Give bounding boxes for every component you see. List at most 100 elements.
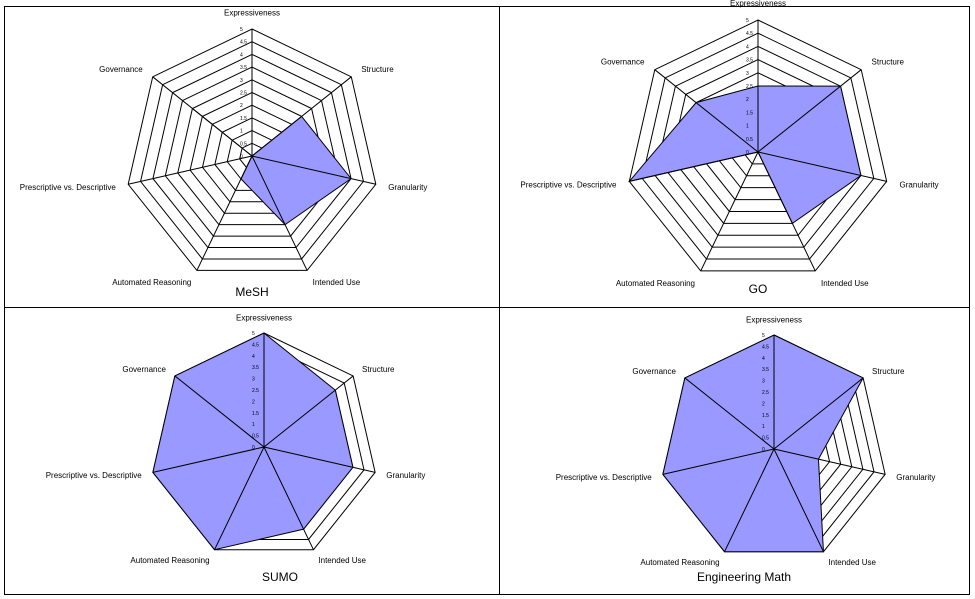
axis-spoke (251, 76, 352, 157)
radar-chart-4: 0 0.5 1 1.5 2 2.5 3 3.5 4 4.5 5 Expressiveness Struc… (556, 316, 936, 584)
axis-spoke (263, 446, 376, 473)
tick-label: 4.5 (240, 40, 247, 46)
tick-label: 4 (746, 44, 749, 50)
axis-label: Governance (99, 65, 143, 74)
axis-spoke (251, 155, 308, 271)
grid-ring (152, 53, 352, 249)
tick-label: 2 (762, 401, 765, 407)
horizontal-divider (5, 307, 969, 308)
axis-spoke (128, 155, 253, 185)
axis-spoke (662, 448, 775, 475)
axis-spoke (152, 76, 253, 157)
axis-spoke (724, 448, 775, 552)
tick-label: 1 (746, 124, 749, 130)
radar-chart-3: 0 0.5 1 1.5 2 2.5 3 3.5 4 4.5 5 Expressiveness Struc… (46, 314, 426, 584)
axis-label: Expressiveness (730, 0, 786, 8)
tick-label: 1.5 (762, 413, 769, 419)
axis-label: Intended Use (821, 279, 869, 288)
grid-ring (177, 79, 327, 226)
axis-label: Intended Use (318, 556, 366, 565)
axis-spoke (152, 446, 265, 473)
axis-spoke (174, 375, 265, 448)
tick-label: 0 (252, 445, 255, 451)
axis-label: Intended Use (828, 558, 876, 567)
tick-label: 4 (762, 356, 765, 362)
tick-label: 1 (762, 424, 765, 430)
axis-spoke (700, 151, 759, 272)
axis-spoke (757, 69, 862, 153)
tick-label: 0.5 (240, 141, 247, 147)
radar-chart-1: 0 0.5 1 1.5 2 2.5 3 3.5 4 4.5 5 Expressiveness Struc… (20, 8, 428, 299)
axis-label: Automated Reasoning (640, 558, 719, 567)
axis-spoke (773, 377, 864, 450)
tick-label: 3 (762, 379, 765, 385)
tick-label: 5 (240, 27, 243, 33)
axis-spoke (263, 446, 314, 550)
tick-label: 4.5 (762, 344, 769, 350)
chart-title: GO (749, 282, 768, 296)
axis-spoke (757, 151, 887, 182)
tick-label: 2.5 (252, 388, 259, 394)
axis-label: Intended Use (313, 278, 361, 287)
axis-label: Automated Reasoning (112, 278, 191, 287)
tick-label: 2 (746, 97, 749, 103)
tick-label: 0.5 (746, 137, 753, 143)
chart-title: MeSH (235, 285, 268, 299)
axis-label: Prescriptive vs. Descriptive (520, 180, 617, 189)
tick-label: 0 (762, 447, 765, 453)
tick-label: 3.5 (762, 367, 769, 373)
tick-label: 4 (240, 52, 243, 58)
chart-title: SUMO (262, 570, 298, 584)
tick-label: 3.5 (240, 65, 247, 71)
tick-label: 0.5 (762, 436, 769, 442)
tick-label: 1 (252, 422, 255, 428)
axis-label: Granularity (386, 471, 425, 480)
axis-spoke (263, 375, 354, 448)
axis-label: Prescriptive vs. Descriptive (20, 183, 117, 192)
axis-spoke (684, 377, 775, 450)
axis-label: Expressiveness (746, 316, 802, 325)
axis-spoke (757, 151, 816, 272)
tick-label: 1.5 (252, 411, 259, 417)
tick-label: 5 (746, 18, 749, 24)
axis-label: Governance (601, 57, 645, 66)
data-polygon (662, 334, 864, 553)
chart-grid (4, 6, 970, 595)
axis-label: Expressiveness (224, 8, 280, 17)
tick-label: 4.5 (746, 31, 753, 37)
axis-label: Prescriptive vs. Descriptive (556, 473, 653, 482)
tick-label: 3 (746, 71, 749, 77)
axis-label: Structure (361, 65, 394, 74)
tick-label: 3 (252, 377, 255, 383)
tick-label: 2 (252, 399, 255, 405)
axis-label: Automated Reasoning (616, 279, 695, 288)
axis-label: Expressiveness (236, 314, 292, 323)
axis-label: Governance (122, 365, 166, 374)
grid-ring (164, 66, 340, 237)
tick-label: 4 (252, 354, 255, 360)
axis-spoke (629, 151, 759, 182)
grid-ring (628, 19, 888, 272)
axis-spoke (251, 155, 376, 185)
tick-label: 3 (240, 78, 243, 84)
axis-label: Automated Reasoning (130, 556, 209, 565)
axis-spoke (773, 448, 886, 475)
axis-label: Governance (632, 367, 676, 376)
data-polygon (152, 332, 354, 551)
tick-label: 2.5 (762, 390, 769, 396)
radar-chart-2: 0 0.5 1 1.5 2 2.5 3 3.5 4 4.5 5 Expressiveness Struc… (520, 0, 938, 296)
axis-spoke (214, 446, 265, 550)
tick-label: 5 (252, 331, 255, 337)
grid-ring (641, 32, 875, 260)
axis-label: Granularity (896, 473, 935, 482)
axis-spoke (654, 69, 759, 153)
tick-label: 0.5 (252, 434, 259, 440)
tick-label: 2.5 (240, 91, 247, 97)
axis-label: Prescriptive vs. Descriptive (46, 471, 143, 480)
tick-label: 0 (746, 150, 749, 156)
tick-label: 4.5 (252, 342, 259, 348)
tick-label: 1 (240, 129, 243, 135)
tick-label: 2 (240, 103, 243, 109)
grid-ring (140, 41, 364, 260)
